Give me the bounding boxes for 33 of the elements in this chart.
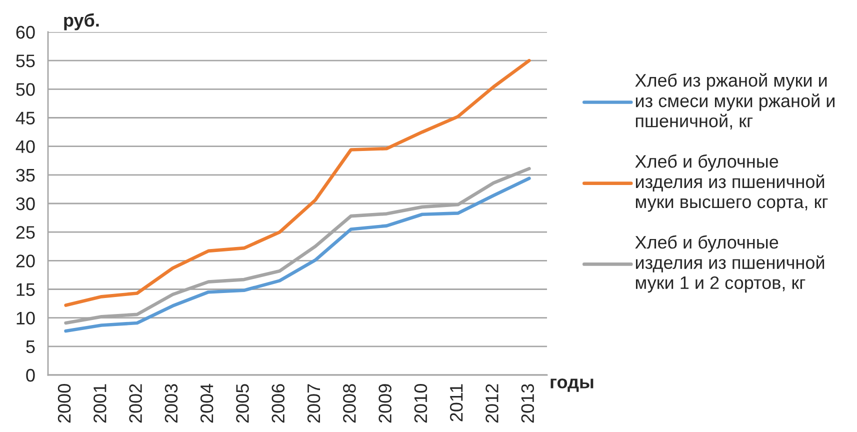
x-tick-label: 2011 bbox=[450, 384, 463, 422]
y-tick-label: 45 bbox=[16, 112, 35, 124]
legend-label: Хлеб и булочные изделия из пшеничной муки высшего сорта, кг bbox=[635, 154, 828, 212]
line-series bbox=[64, 58, 531, 307]
y-tick-label: 60 bbox=[16, 26, 35, 39]
y-tick-label: 25 bbox=[16, 226, 35, 239]
y-tick-label: 50 bbox=[16, 83, 35, 96]
x-tick-label: 2005 bbox=[236, 384, 249, 423]
x-tick-label: 2008 bbox=[343, 384, 356, 423]
y-tick-label: 0 bbox=[26, 368, 35, 382]
y-tick-label: 15 bbox=[16, 283, 35, 296]
y-tick-label: 5 bbox=[26, 340, 35, 354]
y-tick-label: 35 bbox=[16, 168, 35, 182]
y-axis-title: руб. bbox=[64, 13, 99, 30]
x-tick-label: 2013 bbox=[521, 384, 534, 423]
x-tick-label: 2012 bbox=[486, 384, 498, 423]
y-tick-label: 30 bbox=[16, 197, 35, 210]
y-tick-label: 55 bbox=[16, 54, 35, 68]
x-tick-label: 2003 bbox=[164, 384, 178, 423]
x-tick-label: 2001 bbox=[94, 384, 106, 423]
x-tick-label: 2000 bbox=[58, 384, 71, 423]
x-tick-label: 2009 bbox=[378, 384, 392, 423]
x-tick-label: 2006 bbox=[272, 384, 285, 423]
legend-label: Хлеб и булочные изделия из пшеничной муки 1 и 2 сортов, кг bbox=[635, 235, 824, 293]
legend-label: Хлеб из ржаной муки и из смеси муки ржаной и пшеничной, кг bbox=[635, 73, 834, 130]
y-tick-label: 40 bbox=[16, 140, 35, 154]
y-tick-label: 10 bbox=[16, 312, 35, 325]
x-tick-label: 2004 bbox=[200, 384, 214, 423]
x-axis-title: годы bbox=[550, 378, 594, 392]
x-tick-label: 2002 bbox=[129, 384, 142, 423]
x-tick-label: 2007 bbox=[307, 384, 320, 423]
y-tick-label: 20 bbox=[16, 254, 35, 268]
x-tick-label: 2010 bbox=[414, 384, 428, 423]
